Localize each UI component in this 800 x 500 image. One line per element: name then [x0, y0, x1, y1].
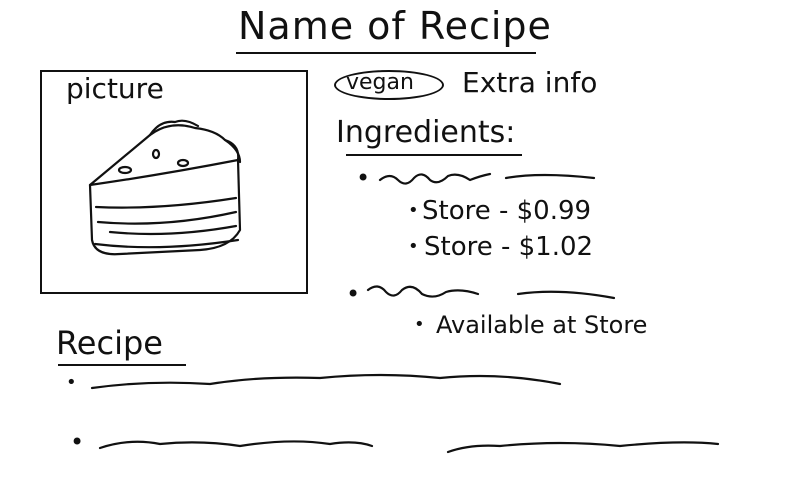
ingredients-heading: Ingredients:	[336, 115, 516, 150]
ingredient-scribble	[516, 290, 616, 300]
store-price-1: Store - $0.99	[422, 196, 592, 226]
ingredients-underline	[346, 154, 522, 156]
recipe-step-bullet: •	[70, 428, 85, 456]
recipe-picture	[40, 70, 308, 294]
availability-note: Available at Store	[436, 311, 648, 339]
recipe-heading: Recipe	[56, 324, 163, 362]
ingredient-scribble	[366, 285, 480, 298]
extra-info: Extra info	[462, 66, 598, 99]
store-bullet: •	[408, 236, 419, 257]
vegan-badge-label: vegan	[346, 70, 414, 95]
title-underline	[236, 52, 536, 54]
recipe-underline	[58, 364, 186, 366]
vegan-badge	[334, 70, 444, 100]
recipe-step-bullet: •	[66, 372, 77, 393]
ingredient-bullet: •	[356, 164, 371, 192]
picture-label: picture	[66, 72, 164, 105]
recipe-step-scribble	[98, 440, 374, 450]
ingredient-scribble	[378, 172, 492, 185]
recipe-title: Name of Recipe	[238, 4, 552, 48]
recipe-step-scribble	[446, 441, 720, 454]
ingredient-bullet: •	[346, 280, 361, 308]
store-bullet: •	[414, 314, 425, 335]
store-price-2: Store - $1.02	[424, 232, 594, 262]
store-bullet: •	[408, 200, 419, 221]
recipe-step-scribble	[90, 373, 562, 390]
ingredient-scribble	[504, 173, 596, 180]
